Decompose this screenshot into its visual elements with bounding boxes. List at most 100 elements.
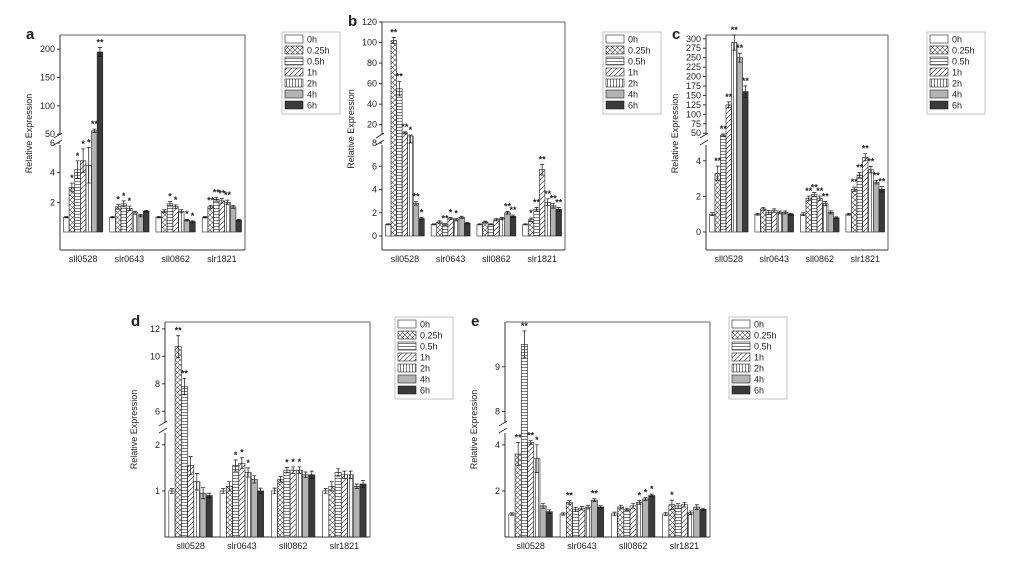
legend-label: 6h: [754, 386, 764, 396]
y-tick-label: 200: [686, 72, 701, 82]
significance-mark: **: [539, 155, 547, 165]
legend-label: 0.25h: [754, 331, 777, 341]
significance-mark: **: [873, 170, 881, 180]
x-tick-label: slr0643: [759, 254, 789, 264]
legend-swatch: [929, 45, 949, 55]
error-bar: [710, 212, 715, 216]
bar: [126, 207, 133, 233]
y-tick-label: 4: [495, 440, 500, 450]
bar: [229, 206, 237, 233]
significance-mark: *: [87, 137, 91, 147]
error-bar: [272, 487, 277, 495]
y-tick-label: 60: [367, 79, 377, 89]
error-bar: [64, 216, 69, 219]
significance-mark: **: [515, 433, 523, 443]
bar: [238, 462, 246, 538]
error-bar: [669, 499, 674, 510]
bar: [714, 172, 721, 233]
y-tick-label: 300: [686, 34, 701, 44]
bar: [765, 212, 772, 233]
error-bar: [303, 471, 308, 478]
bar: [218, 200, 225, 233]
error-bar: [777, 210, 782, 215]
axis-break-mark: [158, 420, 168, 434]
significance-mark: *: [81, 139, 85, 149]
error-bar: [516, 442, 521, 466]
y-tick-label: 6: [155, 406, 160, 416]
bar: [498, 218, 506, 237]
error-bar: [612, 511, 617, 517]
significance-mark: **: [731, 25, 739, 35]
error-bar: [297, 466, 302, 474]
error-bar: [663, 512, 668, 516]
legend-swatch: [284, 100, 304, 110]
error-bar: [755, 212, 760, 216]
error-bar: [408, 134, 413, 144]
legend-label: 2h: [754, 364, 764, 374]
legend-swatch: [731, 341, 751, 351]
bar: [302, 474, 309, 538]
error-bar: [258, 487, 263, 495]
error-bar: [203, 216, 208, 219]
error-bar: [132, 210, 137, 215]
legend-label: 0.25h: [420, 331, 443, 341]
error-bar: [354, 483, 359, 489]
significance-mark: **: [181, 368, 189, 378]
error-bar: [336, 468, 341, 477]
error-bar: [643, 497, 648, 501]
bar: [611, 513, 618, 538]
bar: [811, 194, 818, 233]
error-bar: [239, 457, 244, 470]
legend-swatch: [397, 385, 417, 395]
error-bar: [86, 147, 91, 184]
error-bar: [207, 492, 212, 499]
significance-mark: **: [527, 431, 535, 441]
legend-swatch: [929, 56, 949, 66]
bar: [635, 502, 643, 538]
bar: [693, 506, 701, 538]
legend-swatch: [397, 363, 417, 373]
y-tick-label: 10: [150, 351, 160, 361]
legend-label: 4h: [754, 375, 764, 385]
bar: [96, 51, 104, 233]
error-bar: [182, 377, 187, 396]
significance-mark: *: [454, 209, 458, 219]
bar: [822, 203, 829, 233]
error-bar: [176, 335, 181, 359]
bar: [476, 224, 483, 237]
significance-mark: *: [670, 490, 674, 500]
bar: [856, 174, 863, 233]
bar: [63, 216, 70, 233]
y-tick-label: 2: [495, 486, 500, 496]
error-bar: [284, 467, 289, 474]
bar: [277, 479, 285, 538]
bar: [648, 495, 656, 538]
bar: [244, 472, 252, 538]
bar: [539, 169, 546, 237]
error-bar: [116, 204, 121, 210]
bar: [271, 490, 278, 538]
x-tick-label: slr1821: [670, 541, 700, 551]
bar: [816, 197, 823, 233]
y-axis-label: Relative Expression: [469, 390, 479, 470]
bar: [340, 474, 348, 538]
bar: [178, 210, 185, 233]
error-bar: [737, 52, 742, 63]
x-tick-label: sll0862: [161, 254, 190, 264]
error-bar: [846, 212, 851, 216]
error-bar: [874, 180, 879, 185]
error-bar: [437, 220, 442, 224]
legend-swatch: [605, 67, 625, 77]
error-bar: [505, 211, 510, 215]
legend-swatch: [284, 56, 304, 66]
y-tick-label: 50: [45, 129, 55, 139]
bar: [91, 130, 98, 233]
error-bar: [688, 510, 693, 515]
significance-mark: *: [174, 195, 178, 205]
bar: [390, 40, 397, 237]
bar: [353, 486, 361, 538]
error-bar: [190, 220, 195, 223]
bar: [418, 218, 425, 237]
